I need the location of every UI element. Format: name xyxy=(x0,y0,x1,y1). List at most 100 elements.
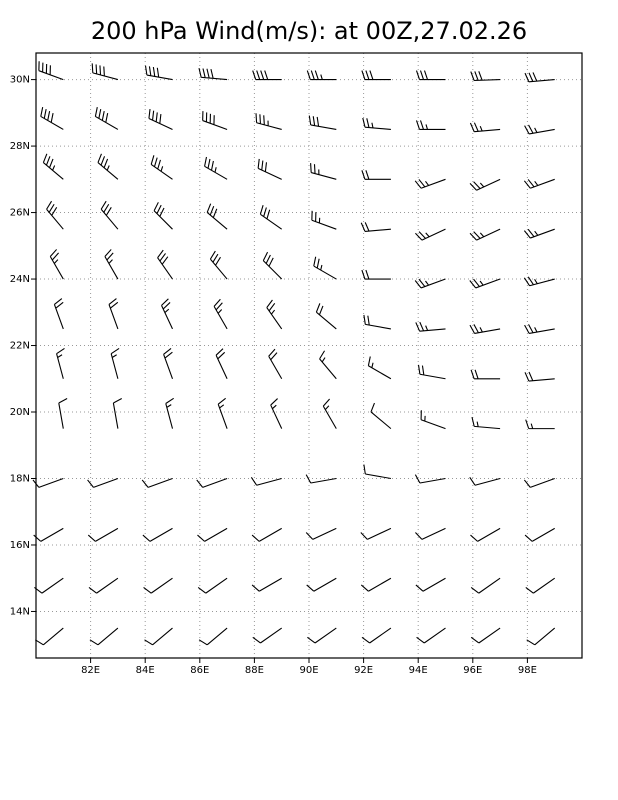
wind-barb xyxy=(89,627,119,646)
wind-barb xyxy=(150,155,173,180)
wind-barb xyxy=(202,111,228,130)
y-tick-label: 22N xyxy=(10,341,30,352)
wind-barb xyxy=(209,250,228,280)
wind-barb xyxy=(204,156,228,180)
x-tick-label: 98E xyxy=(518,665,537,676)
wind-barb xyxy=(49,249,64,280)
wind-barb xyxy=(35,627,64,646)
y-tick-label: 16N xyxy=(10,540,30,551)
y-tick-label: 26N xyxy=(10,208,30,219)
wind-barb xyxy=(420,410,446,430)
wind-barb xyxy=(252,627,283,644)
wind-barb xyxy=(112,398,122,429)
wind-barb xyxy=(308,115,337,130)
wind-barb xyxy=(469,477,501,486)
wind-barb xyxy=(523,477,555,488)
x-tick-label: 84E xyxy=(136,665,155,676)
wind-barb xyxy=(88,577,119,594)
x-tick-label: 82E xyxy=(81,665,100,676)
wind-barb xyxy=(469,278,501,289)
wind-barb xyxy=(469,122,501,133)
wind-barb xyxy=(34,577,64,594)
wind-barb xyxy=(142,527,173,542)
wind-barb xyxy=(58,398,68,429)
wind-barb xyxy=(40,107,64,130)
wind-barb xyxy=(213,298,228,330)
wind-barb xyxy=(415,527,446,540)
wind-barb xyxy=(525,419,555,430)
wind-barb xyxy=(161,298,173,330)
wind-barb xyxy=(251,577,282,592)
wind-barb xyxy=(217,397,228,429)
wind-barb xyxy=(141,477,173,488)
wind-barb xyxy=(370,402,392,430)
wind-barb xyxy=(306,577,337,592)
wind-barb xyxy=(361,269,391,280)
x-tick-label: 86E xyxy=(190,665,209,676)
wind-barb xyxy=(268,348,283,380)
wind-barb xyxy=(42,153,64,180)
wind-barb xyxy=(197,527,228,542)
wind-barb xyxy=(524,324,555,334)
wind-barb xyxy=(469,324,501,334)
wind-barb xyxy=(363,314,391,330)
wind-barb xyxy=(470,527,501,542)
wind-barb xyxy=(100,200,119,230)
wind-barb xyxy=(251,527,282,542)
wind-barb xyxy=(153,202,173,230)
wind-barb xyxy=(322,398,337,429)
wind-barb xyxy=(94,107,119,130)
wind-barb xyxy=(104,249,119,280)
wind-barb xyxy=(415,228,446,241)
wind-barb xyxy=(523,228,555,239)
wind-barb xyxy=(53,298,64,330)
wind-barb xyxy=(319,350,337,380)
wind-barb xyxy=(305,527,337,540)
wind-barb xyxy=(110,347,120,379)
wind-barb xyxy=(415,577,446,592)
wind-barb xyxy=(471,417,501,430)
wind-barb xyxy=(415,120,446,131)
wind-barb xyxy=(255,113,282,130)
y-tick-label: 30N xyxy=(10,75,30,86)
wind-barb xyxy=(307,627,337,644)
chart-title: 200 hPa Wind(m/s): at 00Z,27.02.26 xyxy=(91,17,527,45)
wind-barb xyxy=(367,356,392,380)
x-tick-label: 94E xyxy=(409,665,428,676)
wind-barb xyxy=(33,527,64,542)
wind-barb xyxy=(148,108,173,130)
y-tick-label: 20N xyxy=(10,407,30,418)
wind-barb xyxy=(165,397,174,429)
wind-barb xyxy=(157,249,173,280)
wind-barb xyxy=(360,222,391,232)
wind-barb xyxy=(87,477,119,488)
wind-barb xyxy=(523,276,555,287)
x-tick-label: 96E xyxy=(463,665,482,676)
wind-barb xyxy=(360,577,392,592)
wind-barb xyxy=(215,348,228,380)
wind-barb xyxy=(310,163,337,180)
x-tick-label: 92E xyxy=(354,665,373,676)
wind-barb xyxy=(198,627,228,646)
wind-barb xyxy=(259,205,283,230)
wind-barb xyxy=(470,627,501,644)
wind-barb xyxy=(108,298,119,330)
wind-barb xyxy=(311,210,337,230)
map-frame xyxy=(35,52,583,659)
y-tick-label: 18N xyxy=(10,473,30,484)
y-tick-label: 24N xyxy=(10,274,30,285)
wind-barb xyxy=(143,577,173,594)
wind-barb xyxy=(363,464,391,480)
wind-barb xyxy=(257,158,282,180)
wind-barb xyxy=(262,251,283,280)
wind-barb xyxy=(315,303,337,330)
wind-barb xyxy=(469,228,501,241)
wind-barb xyxy=(414,178,446,189)
wind-barb xyxy=(38,61,64,81)
wind-barb xyxy=(270,398,283,429)
y-tick-label: 28N xyxy=(10,141,30,152)
wind-barb xyxy=(524,371,555,382)
wind-barb xyxy=(414,474,446,484)
